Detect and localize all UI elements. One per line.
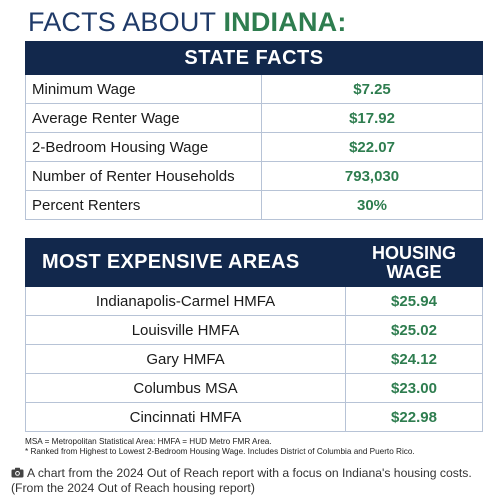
expensive-areas-table: MOST EXPENSIVE AREAS HOUSING WAGE Indiana… bbox=[25, 238, 483, 432]
housing-wage-header-line2: WAGE bbox=[386, 261, 442, 282]
page-title: FACTS ABOUT INDIANA: bbox=[28, 6, 347, 38]
fact-value: $22.07 bbox=[260, 132, 484, 162]
table-row: Cincinnati HMFA $22.98 bbox=[25, 402, 483, 432]
table-row: Gary HMFA $24.12 bbox=[25, 344, 483, 374]
state-facts-header-row: STATE FACTS bbox=[24, 41, 484, 75]
table-row: 2-Bedroom Housing Wage $22.07 bbox=[25, 132, 484, 162]
table-row: Number of Renter Households 793,030 bbox=[25, 161, 484, 191]
area-wage: $22.98 bbox=[345, 402, 483, 432]
area-label: Cincinnati HMFA bbox=[25, 402, 346, 432]
fact-value: $7.25 bbox=[260, 74, 484, 104]
housing-wage-column-header: HOUSING WAGE bbox=[345, 238, 483, 287]
image-caption: A chart from the 2024 Out of Reach repor… bbox=[11, 466, 491, 495]
fact-label: 2-Bedroom Housing Wage bbox=[25, 132, 262, 162]
title-state: INDIANA: bbox=[223, 7, 347, 37]
footnotes: MSA = Metropolitan Statistical Area: HMF… bbox=[25, 437, 485, 457]
expensive-areas-header-row: MOST EXPENSIVE AREAS HOUSING WAGE bbox=[25, 238, 483, 287]
fact-value: $17.92 bbox=[260, 103, 484, 133]
caption-text: A chart from the 2024 Out of Reach repor… bbox=[11, 466, 472, 495]
table-row: Minimum Wage $7.25 bbox=[25, 74, 484, 104]
area-label: Columbus MSA bbox=[25, 373, 346, 403]
fact-value: 30% bbox=[260, 190, 484, 220]
area-label: Indianapolis-Carmel HMFA bbox=[25, 286, 346, 316]
fact-label: Minimum Wage bbox=[25, 74, 262, 104]
area-label: Louisville HMFA bbox=[25, 315, 346, 345]
table-row: Average Renter Wage $17.92 bbox=[25, 103, 484, 133]
fact-label: Percent Renters bbox=[25, 190, 262, 220]
table-row: Percent Renters 30% bbox=[25, 190, 484, 220]
fact-value: 793,030 bbox=[260, 161, 484, 191]
state-facts-header: STATE FACTS bbox=[24, 41, 484, 75]
area-wage: $24.12 bbox=[345, 344, 483, 374]
area-wage: $25.02 bbox=[345, 315, 483, 345]
table-row: Louisville HMFA $25.02 bbox=[25, 315, 483, 345]
state-facts-table: STATE FACTS Minimum Wage $7.25 Average R… bbox=[24, 41, 484, 220]
area-label: Gary HMFA bbox=[25, 344, 346, 374]
area-wage: $25.94 bbox=[345, 286, 483, 316]
fact-label: Average Renter Wage bbox=[25, 103, 262, 133]
area-wage: $23.00 bbox=[345, 373, 483, 403]
table-row: Indianapolis-Carmel HMFA $25.94 bbox=[25, 286, 483, 316]
area-column-header: MOST EXPENSIVE AREAS bbox=[25, 238, 346, 287]
title-prefix: FACTS ABOUT bbox=[28, 7, 224, 37]
footnote-abbreviations: MSA = Metropolitan Statistical Area: HMF… bbox=[25, 437, 272, 446]
footnote-ranking: * Ranked from Highest to Lowest 2-Bedroo… bbox=[25, 447, 415, 456]
fact-label: Number of Renter Households bbox=[25, 161, 262, 191]
housing-wage-header-line1: HOUSING bbox=[371, 242, 456, 263]
camera-icon bbox=[11, 467, 24, 481]
table-row: Columbus MSA $23.00 bbox=[25, 373, 483, 403]
